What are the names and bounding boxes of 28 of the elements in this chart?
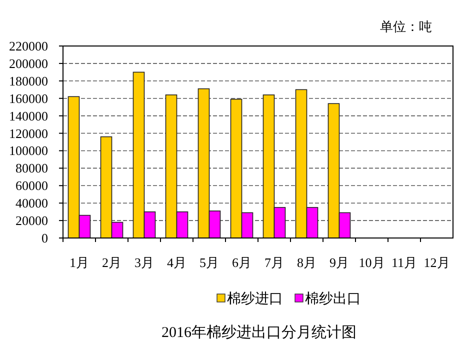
y-tick-label: 80000 <box>16 160 48 176</box>
x-tick-label: 10月 <box>358 255 385 270</box>
x-tick-label: 11月 <box>391 255 418 270</box>
y-tick-label: 40000 <box>16 196 48 211</box>
x-tick-label: 9月 <box>330 255 349 270</box>
y-tick-label: 140000 <box>9 108 48 124</box>
text: 2016年棉纱进出口分月统计图 <box>162 324 356 341</box>
text: 单位：吨 <box>380 19 432 34</box>
x-tick-label: 4月 <box>167 255 186 270</box>
legend-label: 棉纱进口 <box>227 291 283 307</box>
x-tick-label: 7月 <box>264 255 284 270</box>
y-tick-label: 160000 <box>9 90 48 106</box>
y-tick-label: 0 <box>42 230 48 246</box>
x-tick-label: 5月 <box>200 255 219 270</box>
y-tick-label: 120000 <box>9 126 48 141</box>
y-tick-label: 100000 <box>9 143 48 158</box>
y-tick-label: 220000 <box>9 38 48 54</box>
x-tick-label: 2月 <box>102 255 122 270</box>
legend-label: 棉纱出口 <box>305 291 361 307</box>
y-tick-label: 180000 <box>9 73 48 88</box>
y-tick-label: 200000 <box>9 56 48 71</box>
x-tick-label: 3月 <box>134 255 154 270</box>
x-tick-label: 8月 <box>297 255 316 270</box>
x-tick-label: 1月 <box>70 255 89 270</box>
x-tick-label: 12月 <box>424 255 450 270</box>
y-tick-label: 60000 <box>16 178 48 194</box>
y-tick-label: 20000 <box>16 213 48 228</box>
x-tick-label: 6月 <box>232 255 252 270</box>
